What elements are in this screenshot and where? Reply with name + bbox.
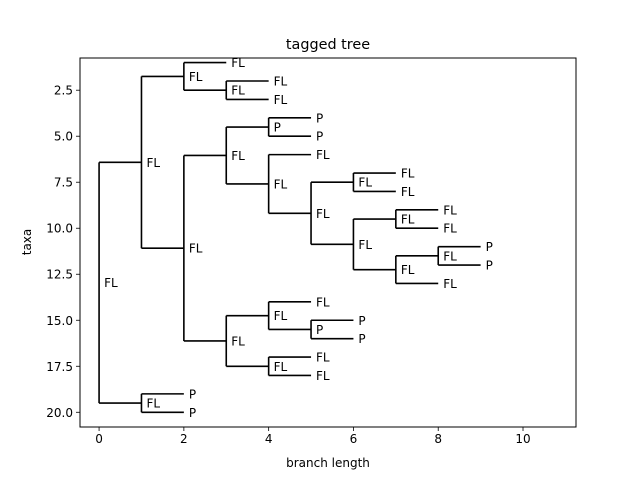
node-tag: FL [316,295,330,309]
y-tick-label: 5.0 [54,130,73,144]
node-tag: FL [146,156,160,170]
node-tag: P [316,323,323,337]
node-tag: P [189,387,196,401]
tree-branches [98,61,481,414]
node-tag: FL [358,238,372,252]
node-tag: FL [231,84,245,98]
y-axis-label: taxa [20,229,34,256]
y-tick-label: 15.0 [46,314,73,328]
x-tick-label: 2 [180,432,188,446]
node-tag: FL [231,334,245,348]
node-tag: FL [443,203,457,217]
node-tag: FL [274,93,288,107]
node-tag: P [486,259,493,273]
node-tag: P [274,121,281,135]
y-axis-ticks: 2.5 5.0 7.5 10.0 12.5 15.0 17.5 20.0 [46,84,80,420]
y-tick-label: 20.0 [46,406,73,420]
y-tick-label: 17.5 [46,360,73,374]
node-tag: FL [401,263,415,277]
node-tag: P [358,314,365,328]
x-tick-label: 6 [350,432,358,446]
node-tag: FL [316,351,330,365]
x-tick-label: 4 [265,432,273,446]
node-tag: FL [443,277,457,291]
x-tick-label: 8 [434,432,442,446]
node-tag: FL [146,397,160,411]
y-tick-label: 10.0 [46,222,73,236]
node-tag: FL [231,149,245,163]
node-tag: FL [274,309,288,323]
node-tag: FL [401,167,415,181]
node-tag: P [316,130,323,144]
node-tag: FL [189,70,203,84]
node-tag: FL [443,249,457,263]
x-tick-label: 0 [95,432,103,446]
node-tag: P [486,240,493,254]
node-tag: FL [274,360,288,374]
node-tag: FL [274,75,288,89]
node-tag: FL [316,369,330,383]
y-tick-label: 2.5 [54,84,73,98]
node-tag: P [358,332,365,346]
x-axis-label: branch length [286,456,370,470]
node-tags: FLFLFLFLFLPPPFLFLFLFLFLFLFLPPFLFLFLFLFLF… [104,56,493,420]
node-tag: FL [401,185,415,199]
x-tick-label: 10 [515,432,530,446]
node-tag: FL [401,213,415,227]
node-tag: P [189,406,196,420]
plot-frame [79,57,577,428]
node-tag: FL [189,242,203,256]
node-tag: FL [443,222,457,236]
node-tag: FL [104,276,118,290]
node-tag: FL [231,56,245,70]
chart-title: tagged tree [286,37,370,53]
y-tick-label: 7.5 [54,176,73,190]
node-tag: FL [358,176,372,190]
y-tick-label: 12.5 [46,268,73,282]
x-axis-ticks: 0 2 4 6 8 10 [95,427,531,446]
node-tag: FL [316,207,330,221]
node-tag: FL [316,148,330,162]
node-tag: FL [274,177,288,191]
node-tag: P [316,111,323,125]
